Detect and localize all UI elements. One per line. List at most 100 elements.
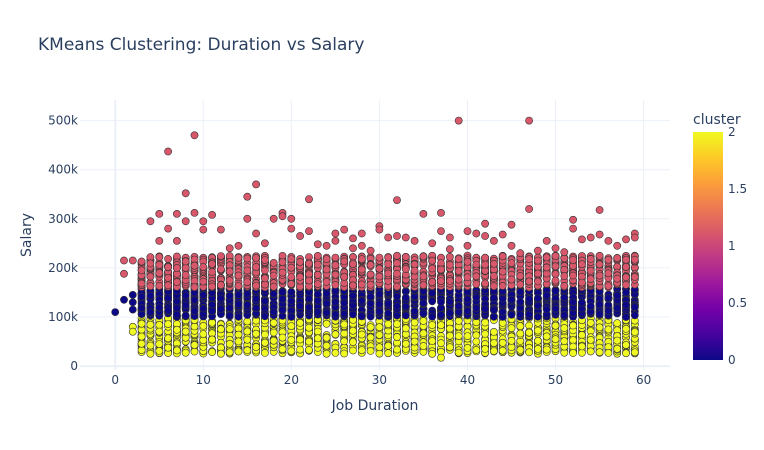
- cluster-0-point: [349, 301, 357, 310]
- cluster-1-point: [366, 270, 375, 279]
- cluster-1-point: [604, 269, 613, 278]
- cluster-0-point: [128, 290, 137, 299]
- cluster-1-point: [252, 229, 260, 238]
- cluster-1-point: [287, 224, 296, 233]
- cluster-1-point: [234, 282, 243, 290]
- cluster-1-point: [199, 217, 208, 226]
- cluster-2-point: [225, 325, 234, 333]
- cluster-1-point: [595, 230, 604, 239]
- cluster-0-point: [366, 292, 375, 301]
- cluster-1-point: [208, 210, 216, 219]
- cluster-1-point: [481, 253, 489, 262]
- cluster-1-point: [216, 281, 225, 289]
- cluster-1-point: [366, 280, 375, 289]
- cluster-0-point: [481, 305, 489, 313]
- cluster-2-point: [525, 348, 533, 357]
- cluster-2-point: [137, 319, 146, 328]
- cluster-2-point: [419, 329, 428, 338]
- cluster-1-point: [331, 236, 340, 245]
- cluster-1-point: [278, 268, 287, 277]
- y-tick-label: 500k: [48, 114, 78, 128]
- cluster-0-point: [428, 297, 437, 306]
- cluster-2-point: [243, 335, 252, 344]
- colorbar-tick-label: 1.5: [728, 182, 747, 196]
- cluster-1-point: [525, 255, 533, 263]
- colorbar-tick-label: 0: [728, 353, 736, 367]
- cluster-0-point: [613, 304, 622, 312]
- cluster-0-point: [287, 296, 296, 305]
- cluster-2-point: [225, 348, 234, 357]
- cluster-2-point: [322, 349, 331, 358]
- cluster-2-point: [375, 343, 384, 352]
- cluster-1-point: [331, 253, 340, 262]
- cluster-1-point: [349, 260, 357, 268]
- cluster-0-point: [287, 312, 296, 321]
- cluster-1-point: [208, 268, 216, 276]
- cluster-0-point: [287, 288, 296, 296]
- cluster-1-point: [243, 278, 252, 286]
- cluster-1-point: [357, 229, 366, 238]
- cluster-2-point: [586, 347, 595, 356]
- cluster-2-point: [472, 346, 481, 354]
- cluster-0-point: [445, 297, 454, 306]
- cluster-0-point: [560, 293, 569, 302]
- cluster-1-point: [146, 272, 155, 281]
- cluster-1-point: [287, 279, 296, 288]
- cluster-0-point: [516, 297, 525, 306]
- cluster-2-point: [516, 322, 525, 331]
- cluster-1-point: [401, 265, 410, 273]
- cluster-1-point: [190, 131, 199, 140]
- cluster-1-point: [181, 257, 190, 266]
- cluster-1-point: [489, 236, 498, 245]
- cluster-2-point: [208, 348, 216, 356]
- cluster-0-point: [146, 291, 155, 300]
- cluster-0-point: [155, 303, 164, 312]
- cluster-2-point: [569, 321, 577, 330]
- cluster-2-point: [234, 337, 243, 346]
- cluster-2-point: [428, 321, 437, 329]
- cluster-1-point: [128, 256, 137, 265]
- cluster-2-point: [340, 329, 349, 338]
- cluster-1-point: [569, 224, 577, 233]
- cluster-0-point: [349, 291, 357, 300]
- cluster-2-point: [375, 330, 384, 339]
- cluster-2-point: [296, 335, 304, 344]
- cluster-2-point: [498, 338, 507, 347]
- cluster-1-point: [278, 212, 287, 221]
- cluster-0-point: [269, 308, 278, 316]
- cluster-0-point: [384, 299, 393, 308]
- colorbar-tick-label: 2: [728, 125, 736, 139]
- cluster-1-point: [622, 280, 630, 289]
- cluster-2-point: [155, 327, 164, 336]
- cluster-1-point: [604, 282, 613, 290]
- cluster-2-point: [630, 328, 639, 336]
- colorbar-title: cluster: [693, 112, 741, 128]
- cluster-2-point: [331, 348, 340, 357]
- cluster-0-point: [401, 302, 410, 311]
- cluster-0-point: [128, 305, 137, 314]
- cluster-0-point: [181, 311, 190, 320]
- cluster-2-point: [454, 316, 463, 325]
- cluster-1-point: [190, 208, 199, 217]
- cluster-2-point: [578, 331, 586, 339]
- cluster-1-point: [305, 259, 313, 268]
- cluster-0-point: [384, 309, 393, 318]
- cluster-1-point: [357, 241, 366, 250]
- cluster-1-point: [393, 232, 401, 240]
- cluster-1-point: [137, 266, 146, 275]
- cluster-1-point: [472, 229, 481, 238]
- cluster-2-point: [181, 327, 190, 336]
- x-tick-label: 30: [372, 373, 387, 387]
- cluster-1-point: [454, 255, 463, 263]
- cluster-0-point: [252, 294, 260, 303]
- cluster-1-point: [534, 246, 542, 255]
- cluster-2-point: [375, 323, 384, 332]
- cluster-0-point: [525, 310, 533, 319]
- cluster-1-point: [622, 235, 630, 244]
- cluster-1-point: [172, 278, 181, 286]
- cluster-2-point: [128, 327, 137, 336]
- cluster-0-point: [322, 308, 331, 317]
- cluster-2-point: [146, 341, 155, 350]
- cluster-2-point: [498, 346, 507, 355]
- cluster-1-point: [269, 258, 278, 267]
